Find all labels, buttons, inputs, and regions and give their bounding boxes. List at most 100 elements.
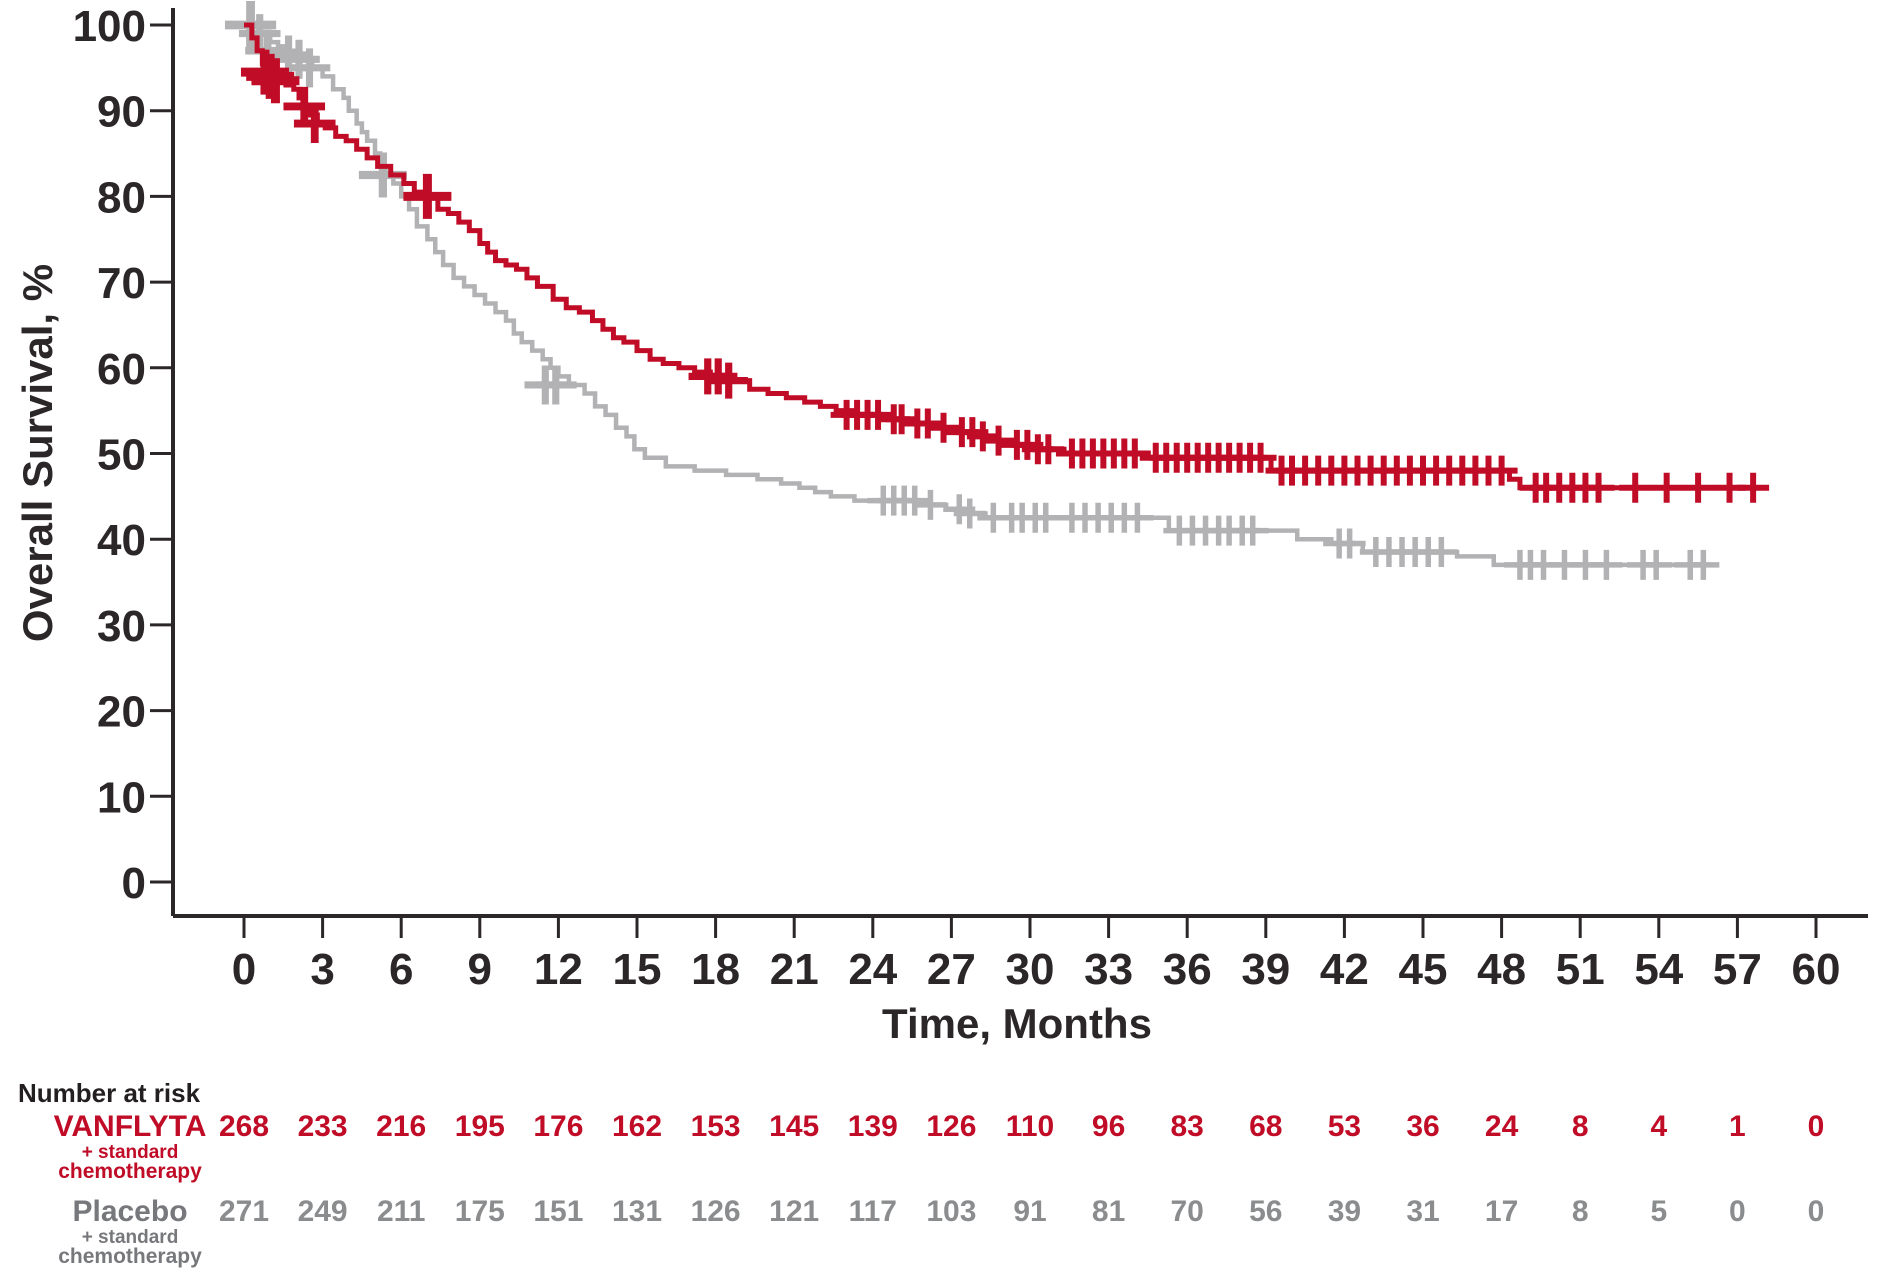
risk-value-placebo-42: 39: [1328, 1195, 1361, 1228]
censor-mark-placebo-standard-chemotherapy: [1640, 549, 1673, 580]
y-tick-label-0: 0: [122, 859, 146, 908]
x-tick-label-9: 9: [468, 945, 492, 994]
risk-row-label-vanflyta: VANFLYTA: [54, 1110, 207, 1143]
risk-table-heading: Number at risk: [18, 1078, 201, 1108]
risk-value-vanflyta-3: 233: [298, 1110, 348, 1143]
series-vanflyta-standard-chemotherapy-curve: [244, 22, 1769, 491]
x-tick-label-12: 12: [534, 945, 583, 994]
y-tick-label-100: 100: [73, 2, 146, 51]
x-tick-label-39: 39: [1241, 945, 1290, 994]
risk-value-vanflyta-54: 4: [1650, 1110, 1667, 1143]
x-tick-label-51: 51: [1556, 945, 1605, 994]
censor-mark-vanflyta-standard-chemotherapy: [911, 408, 944, 439]
risk-value-vanflyta-18: 153: [691, 1110, 741, 1143]
censor-mark-placebo-standard-chemotherapy: [1333, 528, 1366, 559]
y-tick-label-60: 60: [97, 345, 146, 394]
risk-value-placebo-3: 249: [298, 1195, 348, 1228]
risk-value-placebo-21: 121: [769, 1195, 819, 1228]
risk-value-placebo-6: 211: [377, 1195, 425, 1228]
risk-value-placebo-12: 151: [533, 1195, 583, 1228]
x-axis: 0 3 6 9 12 15 18 21 24 27 30 33 36 39 42 45 48 51 54 57 60 T…: [173, 914, 1868, 1047]
censor-mark-placebo-standard-chemotherapy: [1590, 549, 1623, 580]
x-tick-label-36: 36: [1163, 945, 1212, 994]
x-tick-group: 0 3 6 9 12 15 18 21 24 27 30 33 36 39 42 45 48 51 54 57 60: [232, 916, 1840, 994]
y-tick-label-20: 20: [97, 688, 146, 737]
risk-value-placebo-9: 175: [455, 1195, 505, 1228]
censor-mark-placebo-standard-chemotherapy: [288, 48, 331, 88]
censor-mark-placebo-standard-chemotherapy: [898, 485, 931, 516]
risk-value-placebo-24: 117: [849, 1195, 897, 1228]
risk-value-placebo-0: 271: [219, 1195, 269, 1228]
censor-mark-vanflyta-standard-chemotherapy: [251, 58, 300, 104]
censor-mark-vanflyta-standard-chemotherapy: [1650, 472, 1683, 503]
risk-value-vanflyta-6: 216: [376, 1110, 426, 1143]
y-axis: 0 10 20 30 40 50 60 70 80 90 100 Overall Survival,…: [14, 2, 175, 916]
censor-mark-vanflyta-standard-chemotherapy: [1118, 438, 1151, 469]
y-tick-label-30: 30: [97, 602, 146, 651]
x-tick-label-45: 45: [1399, 945, 1448, 994]
censor-mark-vanflyta-standard-chemotherapy: [293, 104, 336, 144]
risk-value-placebo-36: 70: [1171, 1195, 1204, 1228]
x-tick-label-6: 6: [389, 945, 413, 994]
x-tick-label-27: 27: [927, 945, 976, 994]
series-placebo-standard-chemotherapy: [224, 1, 1720, 580]
risk-value-placebo-39: 56: [1249, 1195, 1282, 1228]
censor-mark-vanflyta-standard-chemotherapy: [982, 425, 1015, 456]
series-vanflyta-standard-chemotherapy: [240, 22, 1770, 503]
y-axis-title: Overall Survival, %: [14, 264, 61, 642]
x-tick-label-15: 15: [613, 945, 662, 994]
risk-value-placebo-27: 103: [926, 1195, 976, 1228]
censor-mark-vanflyta-standard-chemotherapy: [1244, 442, 1277, 473]
x-tick-label-54: 54: [1634, 945, 1683, 994]
risk-value-placebo-60: 0: [1808, 1195, 1825, 1228]
censor-mark-placebo-standard-chemotherapy: [914, 489, 947, 520]
x-tick-label-48: 48: [1477, 945, 1526, 994]
risk-row-sublabel1-placebo: + standard: [82, 1227, 179, 1248]
risk-value-placebo-18: 126: [691, 1195, 741, 1228]
risk-value-vanflyta-42: 53: [1328, 1110, 1361, 1143]
censor-mark-vanflyta-standard-chemotherapy: [1032, 434, 1065, 465]
risk-value-vanflyta-30: 110: [1006, 1110, 1054, 1143]
censor-mark-placebo-standard-chemotherapy: [953, 498, 986, 529]
y-tick-label-10: 10: [97, 773, 146, 822]
x-tick-label-0: 0: [232, 945, 256, 994]
censor-mark-vanflyta-standard-chemotherapy: [927, 412, 960, 443]
risk-value-vanflyta-12: 176: [533, 1110, 583, 1143]
x-tick-label-33: 33: [1084, 945, 1133, 994]
risk-row-sublabel2-vanflyta: chemotherapy: [58, 1160, 202, 1183]
risk-value-placebo-51: 8: [1572, 1195, 1589, 1228]
risk-value-vanflyta-33: 96: [1092, 1110, 1125, 1143]
y-tick-label-80: 80: [97, 173, 146, 222]
risk-value-placebo-33: 81: [1092, 1195, 1125, 1228]
risk-value-vanflyta-48: 24: [1485, 1110, 1519, 1143]
risk-value-placebo-45: 31: [1406, 1195, 1439, 1228]
risk-table-rows: VANFLYTA + standard chemotherapy 268 233 216 1…: [54, 1110, 1825, 1268]
censor-mark-vanflyta-standard-chemotherapy: [1582, 472, 1615, 503]
x-tick-label-21: 21: [770, 945, 819, 994]
risk-value-vanflyta-51: 8: [1572, 1110, 1589, 1143]
censor-mark-placebo-standard-chemotherapy: [1121, 502, 1154, 533]
censor-mark-vanflyta-standard-chemotherapy: [862, 399, 895, 430]
risk-value-placebo-57: 0: [1729, 1195, 1746, 1228]
y-tick-label-70: 70: [97, 259, 146, 308]
censor-mark-vanflyta-standard-chemotherapy: [1682, 472, 1715, 503]
x-tick-label-3: 3: [310, 945, 334, 994]
x-tick-label-42: 42: [1320, 945, 1369, 994]
risk-value-vanflyta-60: 0: [1808, 1110, 1825, 1143]
risk-value-placebo-48: 17: [1485, 1195, 1518, 1228]
risk-value-vanflyta-27: 126: [926, 1110, 976, 1143]
y-tick-label-50: 50: [97, 431, 146, 480]
censor-mark-placebo-standard-chemotherapy: [1236, 515, 1269, 546]
risk-value-vanflyta-0: 268: [219, 1110, 269, 1143]
censor-mark-vanflyta-standard-chemotherapy: [709, 362, 748, 399]
series-placebo-standard-chemotherapy-curve: [244, 22, 1717, 568]
risk-value-vanflyta-45: 36: [1406, 1110, 1439, 1143]
censor-mark-vanflyta-standard-chemotherapy: [1619, 472, 1652, 503]
censor-mark-placebo-standard-chemotherapy: [534, 365, 577, 405]
risk-value-placebo-30: 91: [1013, 1195, 1046, 1228]
risk-value-vanflyta-57: 1: [1729, 1110, 1746, 1143]
risk-value-placebo-15: 131: [612, 1195, 662, 1228]
